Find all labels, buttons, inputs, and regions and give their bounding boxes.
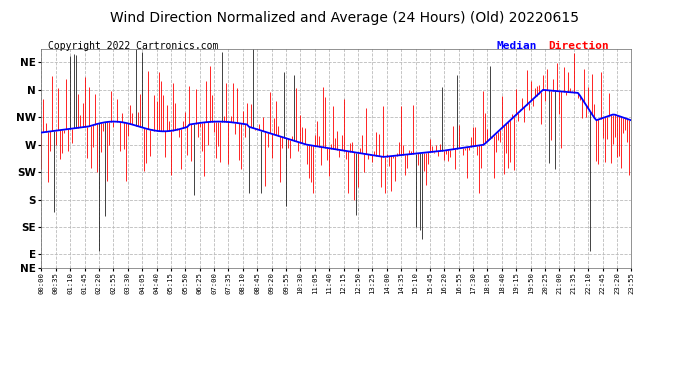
Text: Wind Direction Normalized and Average (24 Hours) (Old) 20220615: Wind Direction Normalized and Average (2… — [110, 11, 580, 25]
Text: Direction: Direction — [549, 41, 609, 51]
Text: Median: Median — [497, 41, 538, 51]
Text: Copyright 2022 Cartronics.com: Copyright 2022 Cartronics.com — [48, 41, 219, 51]
